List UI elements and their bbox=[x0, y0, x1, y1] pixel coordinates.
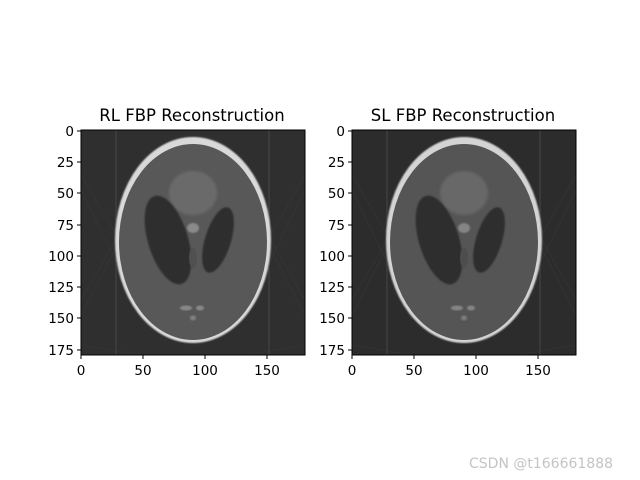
x-tick-label: 100 bbox=[463, 363, 489, 379]
x-tick-label: 50 bbox=[405, 363, 422, 379]
y-tick-label: 150 bbox=[319, 311, 345, 327]
y-tick-label: 150 bbox=[48, 311, 74, 327]
y-tick-label: 0 bbox=[336, 124, 345, 140]
x-tick-label: 100 bbox=[192, 363, 218, 379]
panel-title: RL FBP Reconstruction bbox=[99, 106, 284, 125]
x-tick-label: 150 bbox=[525, 363, 551, 379]
y-tick-label: 75 bbox=[57, 218, 74, 234]
y-tick-label: 50 bbox=[328, 186, 345, 202]
panel-title: SL FBP Reconstruction bbox=[371, 106, 555, 125]
axes-frame bbox=[80, 129, 306, 356]
reconstruction-image bbox=[351, 130, 577, 356]
y-tick-label: 25 bbox=[57, 155, 74, 171]
y-tick-label: 100 bbox=[48, 249, 74, 265]
axes-frame bbox=[351, 129, 577, 356]
x-tick-label: 0 bbox=[77, 363, 86, 379]
panel-sl: SL FBP Reconstruction bbox=[319, 106, 577, 379]
reconstruction-image bbox=[80, 130, 306, 356]
y-tick-label: 100 bbox=[319, 249, 345, 265]
x-axis: 0 50 100 150 bbox=[77, 355, 280, 379]
y-tick-label: 0 bbox=[65, 124, 74, 140]
y-tick-label: 125 bbox=[319, 280, 345, 296]
y-tick-label: 125 bbox=[48, 280, 74, 296]
y-tick-label: 175 bbox=[48, 343, 74, 359]
y-axis: 0 25 50 75 100 125 150 175 bbox=[48, 124, 81, 359]
x-axis: 0 50 100 150 bbox=[348, 355, 551, 379]
x-tick-label: 150 bbox=[254, 363, 280, 379]
y-axis: 0 25 50 75 100 125 150 175 bbox=[319, 124, 352, 359]
y-tick-label: 50 bbox=[57, 186, 74, 202]
panel-rl: RL FBP Reconstruction bbox=[48, 106, 306, 379]
x-tick-label: 50 bbox=[134, 363, 151, 379]
watermark: CSDN @t166661888 bbox=[469, 456, 614, 472]
y-tick-label: 75 bbox=[328, 218, 345, 234]
y-tick-label: 175 bbox=[319, 343, 345, 359]
y-tick-label: 25 bbox=[328, 155, 345, 171]
x-tick-label: 0 bbox=[348, 363, 357, 379]
